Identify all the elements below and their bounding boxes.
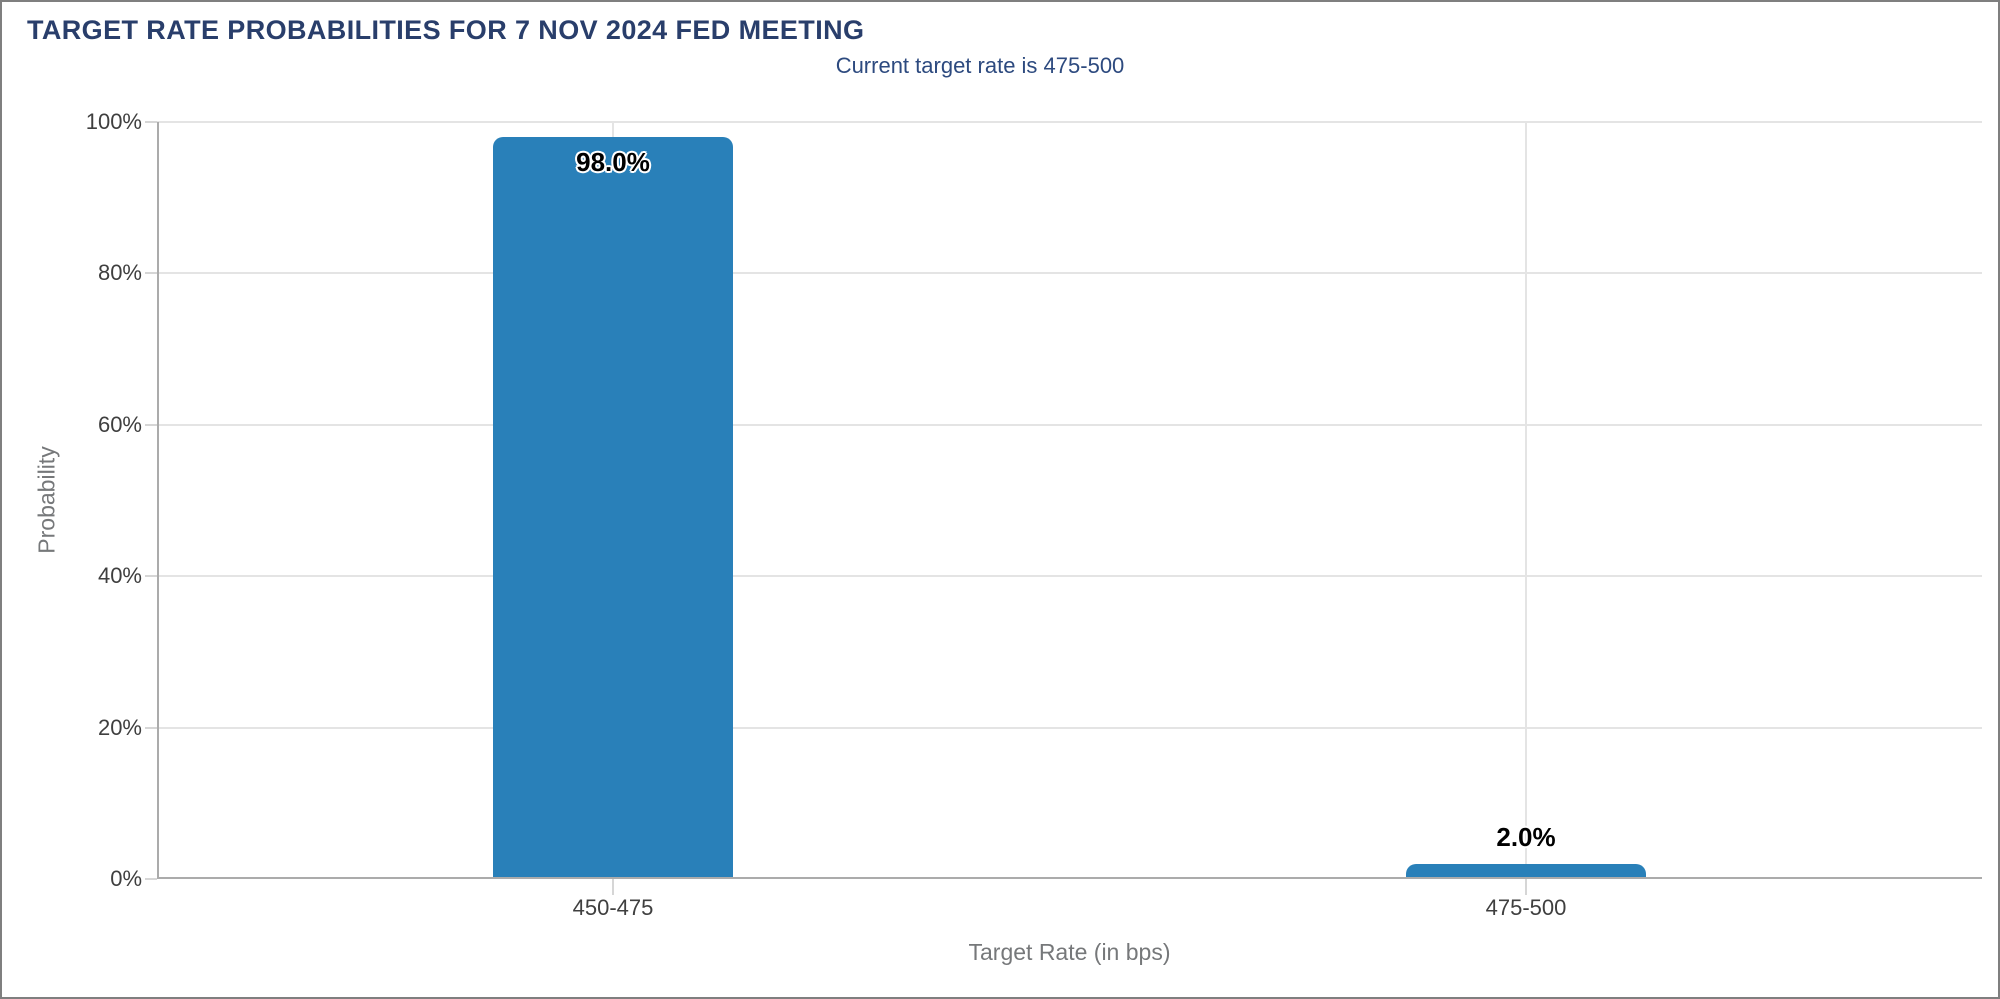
x-axis-line [157, 877, 1982, 879]
y-axis-line [157, 122, 159, 879]
grid-line-horizontal [157, 575, 1982, 577]
y-tick-label: 40% [97, 563, 142, 588]
grid-line-vertical [1525, 122, 1527, 879]
y-axis-tick [145, 121, 157, 123]
y-axis-tick [145, 575, 157, 577]
y-axis-tick [145, 272, 157, 274]
y-axis-tick [145, 727, 157, 729]
x-tick-label: 450-475 [572, 895, 654, 920]
x-axis-title: Target Rate (in bps) [968, 939, 1171, 965]
plot-area: 0% 20% 40% 60% 80% 100% 450-475 98.0% 475-500 2.0… [86, 109, 1982, 920]
y-tick-label: 100% [85, 109, 142, 134]
x-tick-label: 475-500 [1485, 895, 1567, 920]
bar-value-label: 2.0% [1496, 822, 1556, 852]
y-axis-tick [145, 424, 157, 426]
y-tick-label: 0% [110, 866, 142, 891]
x-axis-tick [612, 879, 614, 895]
grid-line-horizontal [157, 272, 1982, 274]
probability-bar[interactable] [493, 137, 733, 879]
y-axis-title: Probability [33, 446, 60, 554]
grid-line-horizontal [157, 121, 1982, 123]
y-axis-tick [145, 878, 157, 880]
grid-line-horizontal [157, 424, 1982, 426]
probability-bar[interactable] [1406, 864, 1646, 879]
x-axis-tick [1525, 879, 1527, 895]
grid-line-horizontal [157, 727, 1982, 729]
chart-subtitle: Current target rate is 475-500 [835, 53, 1125, 78]
chart-title: TARGET RATE PROBABILITIES FOR 7 NOV 2024… [27, 15, 865, 45]
bar-value-label: 98.0% [576, 147, 650, 177]
y-tick-label: 80% [97, 260, 142, 285]
y-tick-label: 20% [97, 715, 142, 740]
y-tick-label: 60% [97, 412, 142, 437]
